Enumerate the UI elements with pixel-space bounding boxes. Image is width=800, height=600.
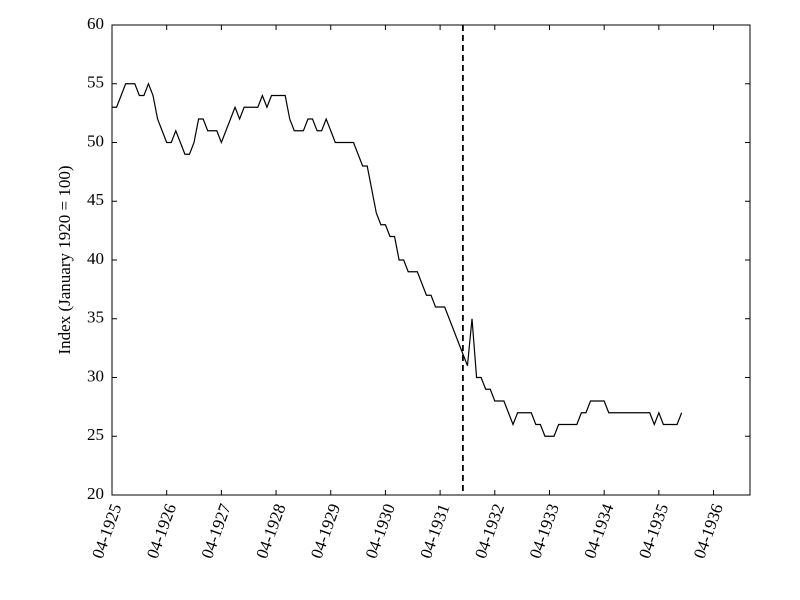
y-tick-label: 35: [87, 308, 104, 327]
x-tick-label: 04-1931: [416, 501, 453, 561]
y-tick-label: 60: [87, 14, 104, 33]
x-tick-label: 04-1930: [362, 501, 399, 561]
y-tick-label: 55: [87, 73, 104, 92]
x-tick-label: 04-1933: [526, 501, 563, 561]
y-tick-label: 30: [87, 366, 104, 385]
data-line: [112, 82, 683, 437]
y-tick-label: 20: [87, 484, 104, 503]
y-tick-label: 45: [87, 190, 104, 209]
x-tick-label: 04-1928: [252, 501, 289, 561]
x-tick-label: 04-1935: [635, 501, 672, 561]
x-tick-label: 04-1927: [198, 501, 235, 561]
x-tick-label: 04-1925: [88, 501, 125, 561]
x-tick-label: 04-1936: [690, 501, 727, 561]
y-tick-label: 25: [87, 425, 104, 444]
x-tick-label: 04-1932: [471, 501, 508, 561]
x-tick-label: 04-1934: [580, 501, 617, 561]
x-tick-label: 04-1926: [143, 501, 180, 561]
y-tick-label: 40: [87, 249, 104, 268]
y-tick-label: 50: [87, 131, 104, 150]
y-axis-label: Index (January 1920 = 100): [55, 166, 74, 355]
x-tick-label: 04-1929: [307, 501, 344, 561]
